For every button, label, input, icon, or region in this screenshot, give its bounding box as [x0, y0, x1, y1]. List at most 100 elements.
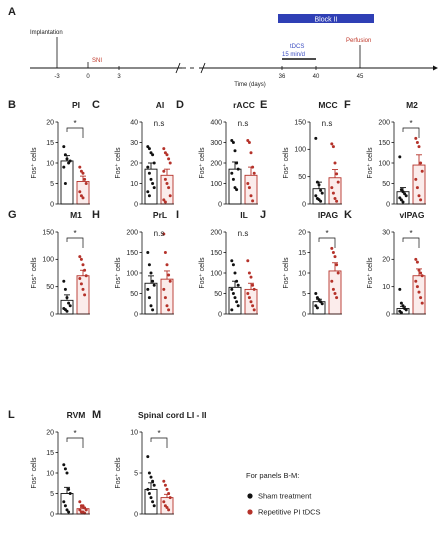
legend-heading: For panels B-M: [246, 471, 299, 480]
data-point-sham [231, 263, 235, 267]
y-tick-label: 100 [378, 160, 390, 167]
data-point-tdcs [83, 268, 87, 272]
data-point-tdcs [414, 257, 418, 261]
data-point-tdcs [335, 199, 339, 203]
data-point-sham [151, 308, 155, 312]
significance-label: n.s [154, 229, 165, 238]
bar-tdcs [76, 275, 90, 315]
data-point-tdcs [247, 141, 251, 144]
data-point-sham [65, 471, 69, 475]
data-point-sham [65, 157, 69, 161]
significance-label: n.s [322, 119, 333, 128]
data-point-sham [63, 153, 67, 157]
data-point-tdcs [335, 172, 339, 176]
significance-bracket [318, 237, 336, 248]
y-tick-label: 15 [46, 140, 54, 147]
tick-label-3: 3 [117, 74, 121, 80]
y-tick-label: 200 [210, 160, 222, 167]
y-tick-label: 150 [126, 250, 138, 257]
data-point-sham [233, 149, 237, 153]
data-point-sham [320, 191, 324, 195]
data-point-tdcs [167, 508, 171, 512]
data-point-tdcs [330, 186, 334, 190]
data-point-sham [230, 171, 234, 175]
data-point-tdcs [419, 198, 423, 202]
data-point-sham [147, 171, 151, 175]
data-point-sham [314, 292, 318, 295]
tick-label-40: 40 [313, 74, 320, 80]
panel-title: vlPAG [400, 210, 425, 220]
significance-bracket [66, 127, 84, 138]
y-axis-label: Fos⁺ cells [114, 457, 122, 489]
data-point-tdcs [162, 198, 166, 202]
data-point-tdcs [79, 169, 83, 173]
panel-label: B [8, 99, 16, 111]
y-tick-label: 0 [386, 201, 390, 208]
y-tick-label: 20 [298, 229, 306, 236]
data-point-tdcs [162, 232, 166, 236]
data-point-sham [149, 151, 153, 155]
legend-marker-tdcs [247, 509, 253, 515]
tick-label-36: 36 [279, 74, 286, 80]
y-tick-label: 0 [386, 311, 390, 318]
y-tick-label: 50 [382, 181, 390, 188]
significance-label: * [325, 229, 328, 238]
data-point-sham [67, 487, 71, 491]
data-point-tdcs [331, 145, 335, 149]
y-tick-label: 200 [378, 119, 390, 126]
data-point-tdcs [246, 292, 250, 295]
y-tick-label: 0 [50, 311, 54, 318]
data-point-sham [231, 141, 235, 144]
significance-label: * [73, 429, 76, 438]
data-point-sham [230, 138, 234, 142]
data-point-sham [235, 300, 239, 304]
data-point-tdcs [168, 279, 172, 283]
significance-label: n.s [154, 119, 165, 128]
data-point-sham [230, 259, 234, 263]
data-point-sham [146, 190, 150, 194]
data-point-sham [320, 302, 324, 306]
y-tick-label: 5 [50, 491, 54, 498]
significance-label: * [73, 229, 76, 238]
panel-title: MCC [318, 100, 337, 110]
data-point-sham [401, 200, 405, 204]
data-point-sham [63, 504, 67, 508]
panel-title: lPAG [318, 210, 339, 220]
data-point-sham [151, 182, 155, 185]
data-point-sham [236, 283, 240, 287]
data-point-sham [315, 180, 319, 184]
data-point-tdcs [165, 505, 169, 509]
legend-marker-sham [247, 493, 253, 499]
data-point-sham [147, 263, 151, 267]
y-tick-label: 150 [378, 140, 390, 147]
data-point-tdcs [246, 138, 250, 142]
data-point-tdcs [417, 145, 421, 149]
data-point-tdcs [81, 287, 85, 291]
significance-bracket [402, 237, 420, 248]
y-tick-label: 10 [46, 160, 54, 167]
data-point-sham [398, 196, 402, 200]
panel-label: C [92, 99, 100, 111]
significance-bracket [66, 437, 84, 448]
data-point-tdcs [163, 296, 167, 300]
y-tick-label: 10 [298, 270, 306, 277]
data-point-sham [317, 298, 321, 302]
data-point-sham [314, 304, 318, 308]
y-tick-label: 10 [382, 284, 390, 291]
data-point-sham [152, 283, 156, 287]
y-tick-label: 40 [130, 119, 138, 126]
tick-label-45: 45 [357, 74, 364, 80]
sni-label: SNI [92, 58, 102, 64]
y-axis-label: Fos⁺ cells [366, 257, 374, 289]
data-point-tdcs [419, 271, 423, 275]
data-point-tdcs [333, 255, 337, 259]
data-point-tdcs [163, 483, 167, 487]
y-tick-label: 10 [46, 470, 54, 477]
panel-label: E [260, 99, 267, 111]
significance-bracket [66, 237, 84, 248]
panel-h: H PrL 0 50 100 150 200 Fos⁺ cells n.s [92, 209, 174, 318]
y-tick-label: 0 [134, 511, 138, 518]
panel-title: IL [240, 210, 248, 220]
